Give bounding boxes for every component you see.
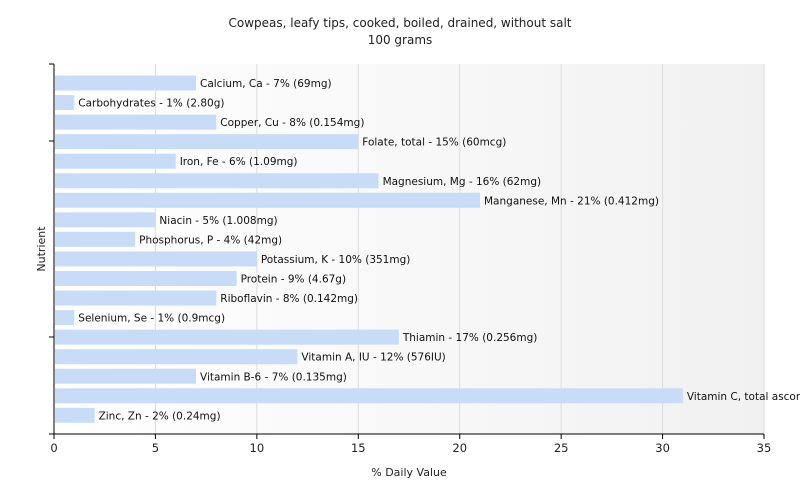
bar-label: Riboflavin - 8% (0.142mg) — [220, 293, 358, 305]
bar — [55, 329, 399, 345]
chart-subtitle: 100 grams — [368, 33, 433, 47]
bar-label: Vitamin C, total ascorbic acid - 31% (18… — [687, 391, 800, 403]
bar — [55, 388, 683, 404]
bar — [55, 173, 379, 189]
bar — [55, 134, 359, 150]
bar-label: Niacin - 5% (1.008mg) — [159, 215, 277, 227]
x-tick-label: 10 — [250, 441, 265, 455]
x-tick-label: 20 — [452, 441, 467, 455]
x-tick-label: 25 — [554, 441, 569, 455]
bar — [55, 212, 156, 228]
bar-label: Selenium, Se - 1% (0.9mcg) — [78, 313, 225, 325]
x-axis-ticks: 0 5 10 15 20 25 30 35 — [50, 434, 771, 455]
bar — [55, 271, 237, 286]
bar — [55, 310, 75, 326]
bar — [55, 407, 95, 423]
bar-label: Copper, Cu - 8% (0.154mg) — [220, 117, 364, 129]
bar-label: Magnesium, Mg - 16% (62mg) — [383, 176, 542, 188]
bar-label: Phosphorus, P - 4% (42mg) — [139, 234, 282, 246]
bar — [55, 114, 217, 130]
bar-label: Zinc, Zn - 2% (0.24mg) — [99, 410, 221, 422]
bar-label: Carbohydrates - 1% (2.80g) — [78, 98, 224, 110]
bar-label: Thiamin - 17% (0.256mg) — [402, 332, 538, 344]
bars: Calcium, Ca - 7% (69mg) Carbohydrates - 1… — [55, 75, 800, 423]
bar — [55, 368, 196, 384]
bar-label: Protein - 9% (4.67g) — [241, 274, 347, 286]
x-axis-title: % Daily Value — [371, 466, 447, 479]
x-tick-label: 35 — [757, 441, 772, 455]
bar-label: Vitamin A, IU - 12% (576IU) — [301, 352, 445, 364]
bar-label: Potassium, K - 10% (351mg) — [261, 254, 411, 266]
bar-label: Calcium, Ca - 7% (69mg) — [200, 78, 332, 90]
axes — [49, 63, 764, 435]
bar-label: Vitamin B-6 - 7% (0.135mg) — [200, 371, 347, 383]
y-axis-title: Nutrient — [35, 226, 48, 272]
bar — [55, 192, 480, 208]
x-tick-label: 0 — [50, 441, 57, 455]
chart-title: Cowpeas, leafy tips, cooked, boiled, dra… — [228, 16, 571, 30]
bar — [55, 75, 196, 91]
bar — [55, 95, 75, 111]
bar-label: Iron, Fe - 6% (1.09mg) — [180, 156, 298, 168]
bar-label: Manganese, Mn - 21% (0.412mg) — [484, 195, 659, 207]
bar — [55, 349, 298, 365]
bar-label: Folate, total - 15% (60mcg) — [362, 137, 506, 149]
x-tick-label: 30 — [655, 441, 670, 455]
bar — [55, 290, 217, 306]
x-tick-label: 5 — [152, 441, 159, 455]
bar — [55, 153, 176, 169]
x-tick-label: 15 — [351, 441, 366, 455]
bar — [55, 231, 136, 247]
bar — [55, 251, 257, 267]
